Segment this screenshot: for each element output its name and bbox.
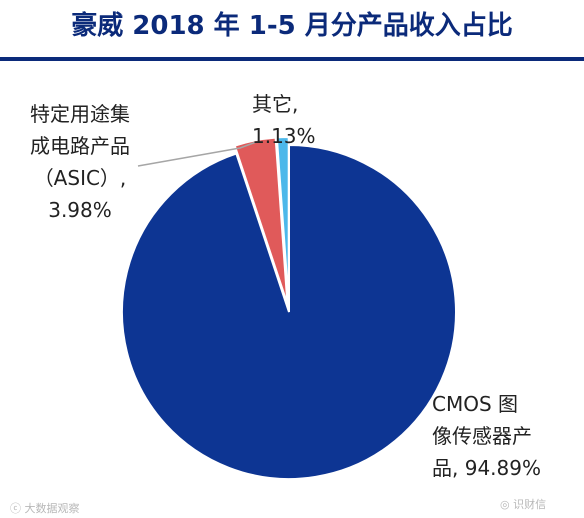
asic-leader-line [137, 141, 256, 167]
other-slice [275, 136, 290, 305]
asic-slice [233, 136, 289, 305]
cmos-slice-label: CMOS 图 像传感器产 品, 94.89% [432, 392, 541, 480]
cmos-slice [121, 143, 457, 480]
chart-title: 豪威 2018 年 1-5 月分产品收入占比 [71, 11, 513, 41]
watermark-right: ◎ 识财信 [500, 498, 547, 511]
other-slice-label: 其它, 1.13% [252, 92, 316, 148]
title-underline [0, 57, 584, 61]
watermark-left: ⓒ 大数据观察 [10, 502, 80, 515]
asic-slice-label: 特定用途集 成电路产品 （ASIC）, 3.98% [30, 102, 130, 222]
